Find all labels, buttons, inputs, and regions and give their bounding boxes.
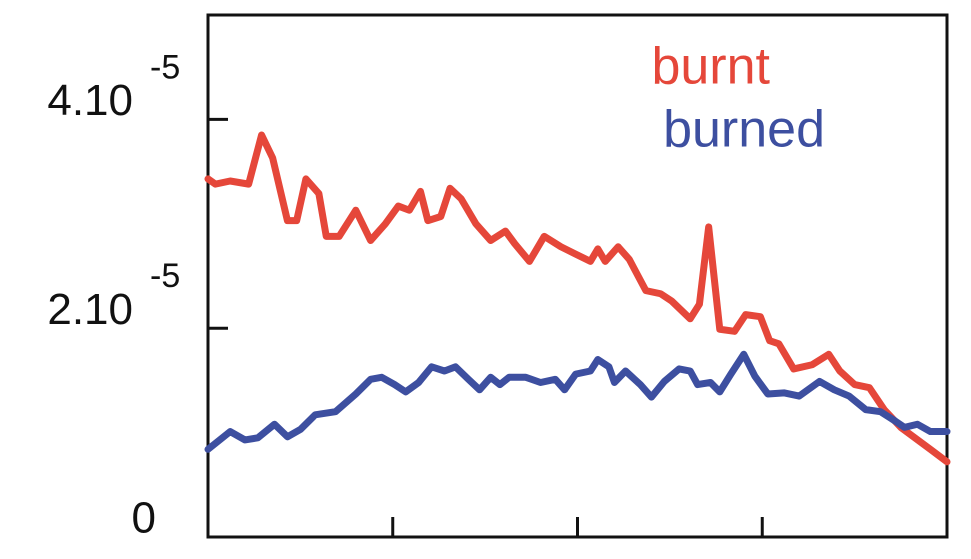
legend-entry: burnt [651, 38, 770, 96]
y-tick-exponent: -5 [150, 257, 180, 295]
line-series [204, 350, 951, 453]
plot-frame [206, 13, 949, 539]
y-tick-label: 0 [132, 494, 156, 543]
y-tick-label: 4.10 [47, 76, 133, 125]
y-tick-exponent: -5 [150, 48, 180, 86]
y-tick-label: 2.10 [47, 285, 133, 334]
line-series [204, 131, 951, 466]
legend-entry: burned [663, 101, 825, 159]
